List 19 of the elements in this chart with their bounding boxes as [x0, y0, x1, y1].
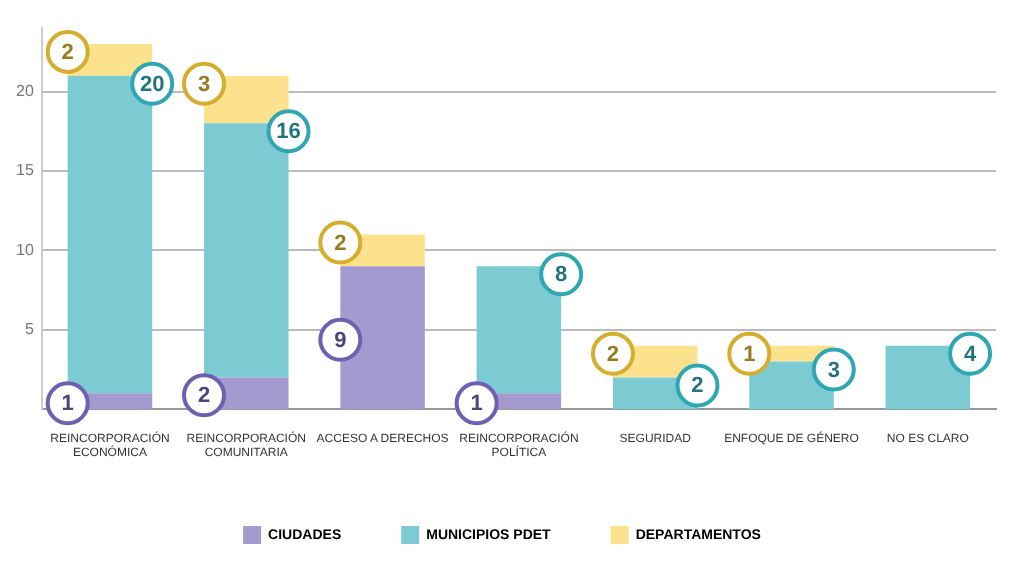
data-label: 9: [334, 328, 347, 353]
data-label: 2: [606, 342, 620, 367]
data-label: 1: [743, 342, 756, 367]
data-label: 16: [276, 120, 301, 145]
data-label: 1: [470, 392, 483, 417]
data-label: 2: [61, 40, 74, 65]
y-tick-label: 15: [15, 161, 35, 180]
y-tick-label: 10: [15, 240, 35, 259]
y-tick-label: 5: [24, 320, 35, 339]
data-label: 3: [827, 358, 840, 383]
data-label: 20: [139, 72, 165, 97]
data-label: 2: [197, 384, 211, 409]
data-label: 2: [691, 374, 704, 399]
data-label: 1: [61, 392, 74, 417]
y-tick-label: 20: [15, 81, 35, 100]
data-label: 2: [334, 231, 347, 256]
data-label: 4: [963, 342, 978, 367]
data-label: 8: [555, 263, 568, 288]
data-label: 3: [197, 72, 211, 97]
